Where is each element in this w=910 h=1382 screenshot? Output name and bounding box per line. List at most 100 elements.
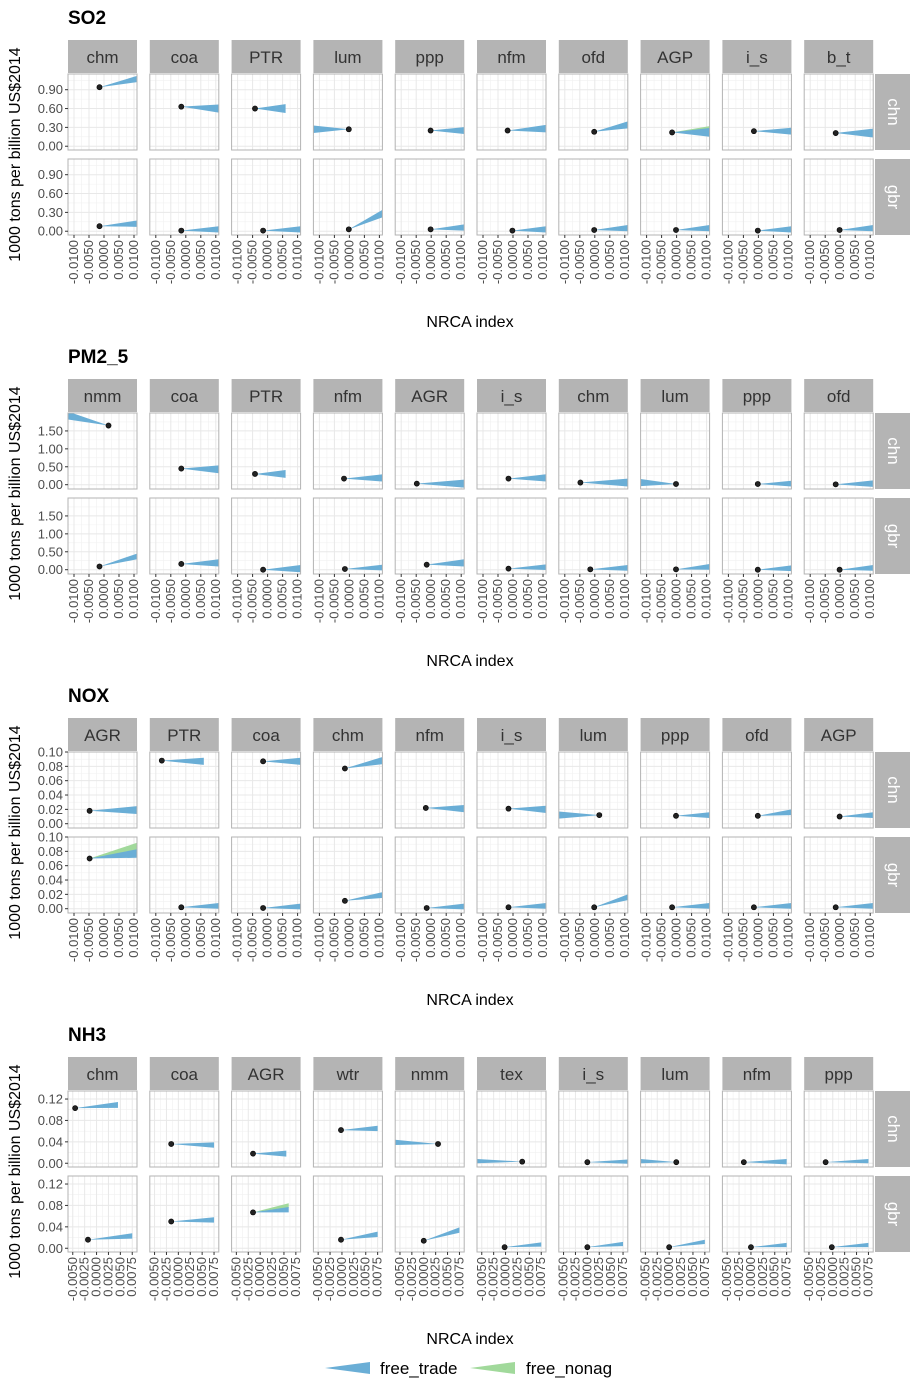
x-tick-label: 0.0075	[206, 1257, 221, 1297]
start-point	[86, 807, 93, 814]
start-point	[836, 227, 843, 233]
start-point	[345, 126, 352, 133]
start-point	[836, 566, 843, 573]
x-tick-label: 0.0050	[275, 240, 290, 280]
x-tick-label: -0.0050	[245, 918, 260, 962]
x-tick-label: 0.0025	[591, 1257, 606, 1297]
panel-border	[231, 412, 302, 490]
panel-data	[558, 811, 600, 819]
facet-label-lum: lum	[661, 1065, 688, 1084]
panel-PTR-chn	[149, 751, 220, 829]
x-tick-label: -0.0050	[817, 579, 832, 623]
free-trade-wedge	[839, 565, 874, 571]
panel-border	[67, 497, 138, 575]
x-tick-label: -0.0050	[474, 1257, 489, 1301]
panel-data	[181, 104, 219, 113]
x-tick-label: 0.0050	[193, 918, 208, 958]
free-trade-wedge	[753, 902, 792, 909]
x-tick-label: 0.0000	[579, 1257, 594, 1297]
panel-AGR-gbr: -0.0100 -0.0050 0.0000 0.0050 0.0100	[393, 497, 468, 623]
x-tick-label: -0.0050	[735, 240, 750, 284]
panel-data	[508, 474, 546, 482]
facet-strip	[804, 718, 874, 751]
panel-data	[87, 1233, 133, 1240]
facet-strip	[149, 40, 219, 73]
start-point	[832, 130, 839, 136]
free-trade-wedge	[87, 1233, 133, 1240]
facet-label-AGR: AGR	[411, 387, 448, 406]
panel-data	[181, 226, 219, 233]
facet-strip	[313, 718, 383, 751]
x-tick-label: 0.0050	[111, 918, 126, 958]
panel-data	[89, 842, 137, 859]
panel-border	[231, 836, 302, 914]
panel-border	[640, 1175, 711, 1253]
panel-nfm-chn	[476, 73, 547, 151]
panel-border	[231, 73, 302, 151]
free-trade-wedge	[99, 553, 137, 567]
x-tick-label: -0.0100	[802, 240, 817, 284]
start-point	[250, 1209, 256, 1216]
row-label-chn: chn	[884, 98, 903, 125]
facet-strip	[722, 718, 792, 751]
x-tick-label: 0.0000	[587, 240, 602, 280]
panel-border	[149, 497, 220, 575]
x-tick-label: 0.0000	[96, 918, 111, 958]
free-trade-wedge	[99, 75, 137, 88]
x-tick-label: -0.0025	[649, 1257, 664, 1301]
facet-label-lum: lum	[580, 726, 607, 745]
x-tick-label: 0.0000	[669, 579, 684, 619]
panel-bg	[477, 498, 546, 574]
x-tick-label: -0.0100	[230, 579, 245, 623]
x-tick-label: 0.0050	[602, 579, 617, 619]
panel-border	[558, 751, 629, 829]
block-title: NH3	[68, 1025, 106, 1046]
free-trade-wedge	[672, 902, 710, 909]
facet-strip	[395, 40, 465, 73]
facet-label-coa: coa	[252, 726, 280, 745]
panel-data	[757, 226, 792, 233]
x-tick-label: 0.0000	[743, 1257, 758, 1297]
facet-strip	[149, 1057, 219, 1090]
row-strip	[875, 498, 910, 574]
panel-bg	[395, 159, 465, 235]
facet-strip	[149, 718, 219, 751]
panel-data	[753, 127, 792, 135]
facet-label-ppp: ppp	[743, 387, 771, 406]
panel-lum-chn	[640, 1090, 711, 1168]
x-tick-label: 0.0075	[370, 1257, 385, 1297]
facet-strip	[395, 379, 465, 412]
free-trade-wedge	[181, 902, 219, 909]
free-trade-wedge	[263, 757, 301, 765]
start-point	[519, 1158, 526, 1165]
facet-label-nfm: nfm	[497, 48, 525, 67]
x-tick-label: 0.0100	[371, 918, 386, 958]
x-tick-label: 0.0100	[290, 579, 305, 619]
panel-i_s-chn	[476, 751, 547, 829]
x-tick-label: -0.0050	[245, 240, 260, 284]
panel-border	[640, 1090, 711, 1168]
free-trade-wedge	[426, 903, 465, 910]
panel-PTR-chn	[231, 73, 302, 151]
x-tick-label: -0.0050	[326, 240, 341, 284]
panel-i_s-gbr: -0.0100 -0.0050 0.0000 0.0050 0.0100	[475, 836, 550, 962]
panel-AGP-gbr: -0.0100 -0.0050 0.0000 0.0050 0.0100	[639, 158, 714, 284]
facet-label-i_s: i_s	[501, 387, 523, 406]
panel-data	[430, 127, 465, 134]
y-tick-label: 0.10	[38, 745, 63, 760]
x-tick-label: 0.0100	[371, 240, 386, 280]
panel-data	[839, 224, 874, 232]
x-tick-label: 0.0100	[126, 579, 141, 619]
x-tick-label: -0.0050	[326, 918, 341, 962]
facet-label-nfm: nfm	[334, 387, 362, 406]
panel-bg	[558, 159, 628, 235]
panel-chm-chn	[558, 412, 629, 490]
free-trade-wedge	[253, 1150, 287, 1157]
x-tick-label: 0.0000	[178, 240, 193, 280]
facet-strip	[640, 1057, 710, 1090]
start-point	[505, 475, 512, 482]
facet-strip	[558, 40, 628, 73]
